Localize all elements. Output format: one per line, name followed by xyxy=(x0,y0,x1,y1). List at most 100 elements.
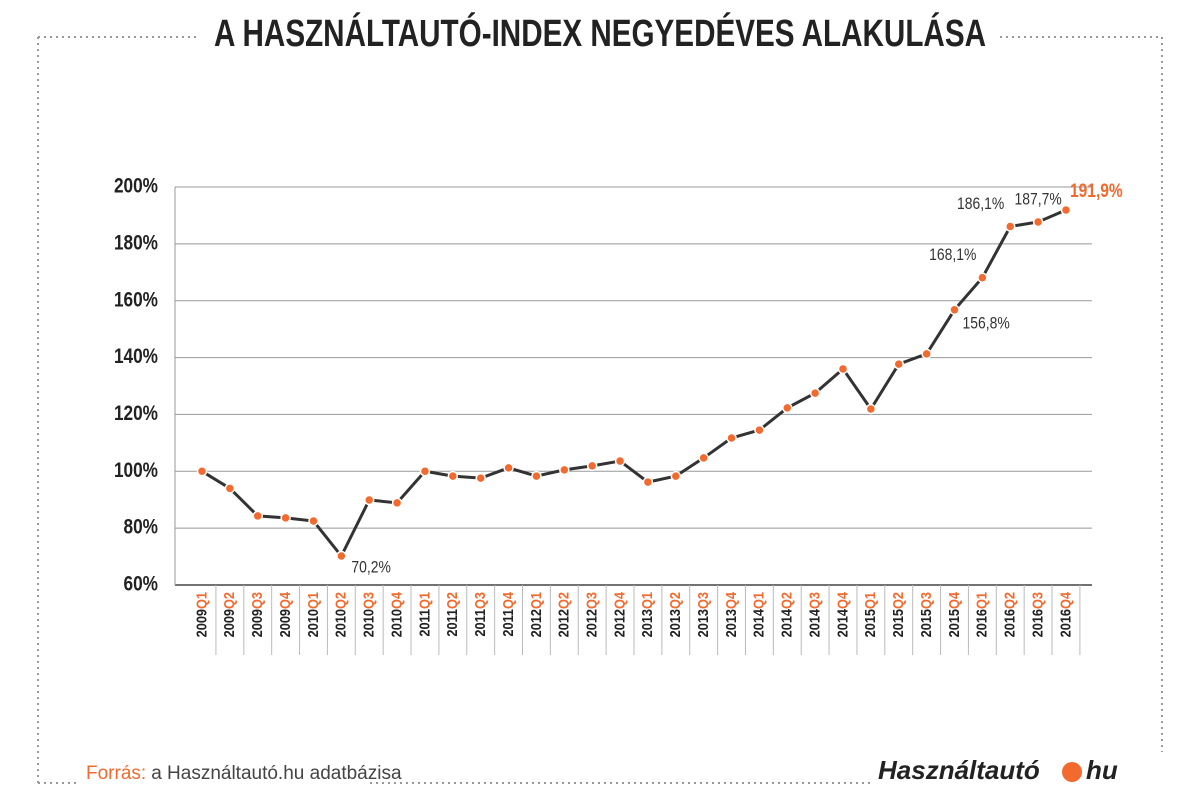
value-label: 168,1% xyxy=(929,246,976,265)
logo-dot xyxy=(1062,762,1082,782)
data-point xyxy=(559,464,570,476)
x-tick-label: 2015Q1 xyxy=(861,592,878,638)
source-label: Forrás: xyxy=(86,763,146,784)
logo-name: Használtautó xyxy=(878,755,1040,785)
x-tick-quarter: Q1 xyxy=(861,592,878,609)
value-label: 191,9% xyxy=(1070,180,1123,202)
data-point xyxy=(308,515,319,527)
data-point xyxy=(670,470,682,482)
y-tick-label: 200% xyxy=(114,175,158,198)
x-tick-year: 2013 xyxy=(694,609,711,638)
x-tick-quarter: Q4 xyxy=(387,592,404,609)
x-tick-year: 2011 xyxy=(499,609,516,637)
x-tick-quarter: Q4 xyxy=(944,592,961,609)
x-tick-quarter: Q4 xyxy=(276,592,293,609)
x-tick-quarter: Q1 xyxy=(749,592,766,609)
x-tick-year: 2014 xyxy=(749,609,766,638)
x-tick-quarter: Q3 xyxy=(248,592,265,609)
x-tick-label: 2013Q4 xyxy=(721,592,738,638)
x-tick-quarter: Q4 xyxy=(610,592,627,609)
x-tick-quarter: Q3 xyxy=(359,592,376,609)
x-tick-label: 2011Q2 xyxy=(443,592,460,637)
x-tick-label: 2013Q3 xyxy=(694,592,711,638)
x-tick-label: 2015Q4 xyxy=(944,592,961,638)
x-tick-quarter: Q3 xyxy=(1028,592,1045,609)
x-tick-label: 2013Q2 xyxy=(666,592,683,638)
x-tick-year: 2013 xyxy=(638,609,655,638)
x-tick-quarter: Q3 xyxy=(917,592,934,609)
x-tick-year: 2016 xyxy=(1000,609,1017,638)
x-tick-quarter: Q4 xyxy=(721,592,738,609)
x-tick-year: 2012 xyxy=(554,609,571,638)
source-text: a Használtautó.hu adatbázisa xyxy=(151,763,402,784)
x-tick-label: 2014Q2 xyxy=(777,592,794,638)
x-tick-quarter: Q1 xyxy=(192,592,209,609)
data-point xyxy=(1060,204,1072,216)
x-tick-label: 2016Q3 xyxy=(1028,592,1045,638)
data-point xyxy=(475,472,486,484)
x-tick-quarter: Q2 xyxy=(889,592,906,609)
x-tick-label: 2012Q1 xyxy=(526,592,543,638)
data-point xyxy=(726,432,737,444)
x-tick-quarter: Q2 xyxy=(443,592,460,609)
data-point xyxy=(363,494,375,506)
x-tick-year: 2015 xyxy=(917,609,934,638)
x-tick-quarter: Q2 xyxy=(554,592,571,609)
data-point xyxy=(1004,221,1016,232)
x-tick-quarter: Q3 xyxy=(582,592,599,609)
x-tick-quarter: Q1 xyxy=(303,592,320,609)
x-tick-label: 2014Q1 xyxy=(749,592,766,638)
x-tick-label: 2012Q4 xyxy=(610,592,627,638)
data-point xyxy=(503,462,514,474)
x-tick-quarter: Q3 xyxy=(471,592,488,609)
x-tick-year: 2009 xyxy=(248,609,265,638)
x-tick-year: 2011 xyxy=(471,609,488,637)
x-tick-label: 2016Q4 xyxy=(1056,592,1073,638)
data-point xyxy=(586,460,598,472)
value-label: 187,7% xyxy=(1014,190,1061,209)
x-tick-year: 2010 xyxy=(331,609,348,638)
x-tick-label: 2010Q1 xyxy=(303,592,320,638)
x-tick-label: 2010Q2 xyxy=(331,592,348,638)
y-tick-label: 80% xyxy=(124,516,158,539)
x-tick-quarter: Q2 xyxy=(777,592,794,609)
x-tick-year: 2010 xyxy=(359,609,376,638)
x-tick-quarter: Q3 xyxy=(805,592,822,609)
data-point xyxy=(614,455,626,467)
data-point xyxy=(865,403,877,415)
data-point xyxy=(224,483,236,494)
x-tick-quarter: Q2 xyxy=(1000,592,1017,609)
x-tick-year: 2014 xyxy=(805,609,822,638)
x-tick-quarter: Q4 xyxy=(833,592,850,609)
data-point xyxy=(336,550,347,562)
data-point xyxy=(391,497,403,509)
x-tick-year: 2014 xyxy=(777,609,794,638)
x-tick-year: 2012 xyxy=(582,609,599,638)
x-tick-label: 2012Q3 xyxy=(582,592,599,638)
value-label: 156,8% xyxy=(962,314,1009,333)
data-point xyxy=(698,452,709,464)
x-tick-year: 2015 xyxy=(889,609,906,638)
x-tick-year: 2011 xyxy=(415,609,432,637)
y-tick-label: 140% xyxy=(114,346,158,369)
x-tick-year: 2015 xyxy=(861,609,878,638)
x-tick-year: 2016 xyxy=(1056,609,1073,638)
x-tick-label: 2016Q2 xyxy=(1000,592,1017,638)
value-label: 70,2% xyxy=(351,558,391,577)
x-tick-label: 2010Q3 xyxy=(359,592,376,638)
x-tick-year: 2016 xyxy=(972,609,989,638)
x-tick-label: 2009Q4 xyxy=(276,592,293,638)
x-tick-year: 2015 xyxy=(944,609,961,638)
y-tick-label: 100% xyxy=(114,459,158,482)
x-tick-quarter: Q3 xyxy=(694,592,711,609)
data-point xyxy=(949,304,960,316)
x-tick-label: 2009Q3 xyxy=(248,592,265,638)
data-point xyxy=(252,510,263,522)
x-tick-quarter: Q2 xyxy=(220,592,237,609)
data-point xyxy=(280,512,291,524)
data-point xyxy=(921,348,932,360)
x-tick-quarter: Q2 xyxy=(331,592,348,609)
value-label: 186,1% xyxy=(957,195,1004,214)
x-tick-quarter: Q4 xyxy=(499,592,516,609)
